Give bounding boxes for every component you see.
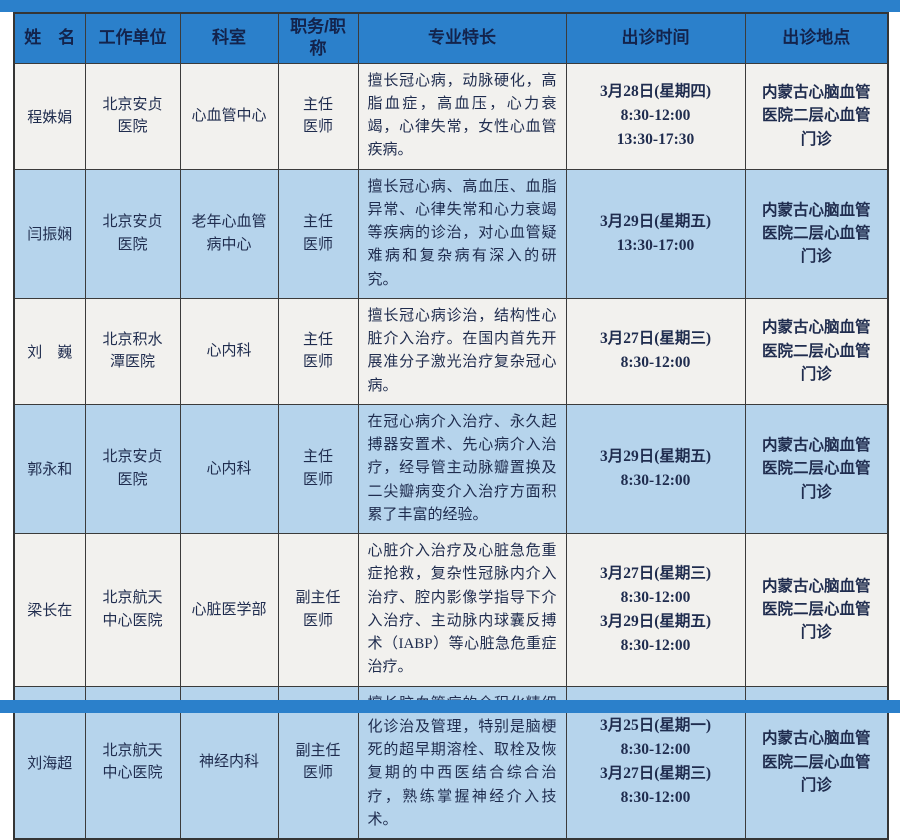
schedule: 3月27日(星期三) 8:30-12:00 — [565, 297, 746, 405]
col-header-specialty: 专业特长 — [357, 12, 567, 64]
department: 老年心血管 病中心 — [179, 168, 279, 299]
header-row: 姓 名 工作单位 科室 职务/职称 专业特长 出诊时间 出诊地点 — [13, 12, 889, 64]
schedule: 3月29日(星期五) 13:30-17:00 — [565, 168, 746, 299]
department: 心内科 — [179, 297, 279, 405]
location: 内蒙古心脑血管 医院二层心血管 门诊 — [744, 168, 889, 299]
hospital: 北京积水 潭医院 — [84, 297, 181, 405]
doctor-schedule-table: 姓 名 工作单位 科室 职务/职称 专业特长 出诊时间 出诊地点 程姝娟 北京安… — [13, 12, 889, 840]
schedule-line: 3月25日(星期一) — [599, 717, 712, 735]
location: 内蒙古心脑血管 医院二层心血管 门诊 — [744, 297, 889, 405]
schedule-line: 8:30-12:00 — [620, 471, 691, 489]
hospital: 北京安贞 医院 — [84, 168, 181, 299]
specialty: 在冠心病介入治疗、永久起搏器安置术、先心病介入治疗，经导管主动脉瓣置换及二尖瓣病… — [357, 403, 567, 535]
job-title: 主任 医师 — [277, 168, 359, 299]
col-header-schedule: 出诊时间 — [565, 12, 746, 64]
col-header-hospital: 工作单位 — [84, 12, 181, 64]
schedule-line: 13:30-17:30 — [616, 131, 695, 148]
job-title: 主任 医师 — [277, 62, 359, 170]
job-title: 主任 医师 — [277, 403, 359, 535]
col-header-department: 科室 — [179, 12, 279, 64]
schedule-line: 13:30-17:00 — [616, 236, 695, 254]
schedule: 3月29日(星期五) 8:30-12:00 — [565, 403, 746, 535]
table-row: 闫振娴 北京安贞 医院 老年心血管 病中心 主任 医师 擅长冠心病、高血压、血脂… — [13, 168, 889, 299]
specialty: 擅长冠心病、高血压、血脂异常、心律失常和心力衰竭等疾病的诊治，对心血管疑难病和复… — [357, 168, 567, 299]
department: 心血管中心 — [179, 62, 279, 170]
table-row: 郭永和 北京安贞 医院 心内科 主任 医师 在冠心病介入治疗、永久起搏器安置术、… — [13, 403, 889, 535]
schedule-line: 8:30-12:00 — [620, 741, 691, 759]
job-title: 主任 医师 — [277, 297, 359, 405]
schedule-line: 3月27日(星期三) — [599, 564, 712, 582]
doctor-name: 梁长在 — [13, 533, 86, 687]
schedule-line: 8:30-12:00 — [620, 354, 691, 372]
doctor-name: 刘 巍 — [13, 297, 86, 405]
location: 内蒙古心脑血管 医院二层心血管 门诊 — [744, 533, 889, 687]
bottom-band — [0, 700, 900, 713]
doctor-name: 程姝娟 — [13, 62, 86, 170]
table-row: 程姝娟 北京安贞 医院 心血管中心 主任 医师 擅长冠心病，动脉硬化，高脂血症，… — [13, 62, 889, 170]
schedule-line: 3月29日(星期五) — [599, 447, 712, 465]
col-header-title: 职务/职称 — [277, 12, 359, 64]
schedule-line: 3月27日(星期三) — [599, 765, 712, 783]
schedule: 3月28日(星期四) 8:30-12:00 13:30-17:30 — [565, 62, 746, 170]
hospital: 北京航天 中心医院 — [84, 533, 181, 687]
top-band — [0, 0, 900, 12]
schedule-line: 8:30-12:00 — [620, 106, 691, 124]
job-title: 副主任 医师 — [277, 533, 359, 687]
table-row: 刘 巍 北京积水 潭医院 心内科 主任 医师 擅长冠心病诊治，结构性心脏介入治疗… — [13, 297, 889, 405]
hospital: 北京安贞 医院 — [84, 403, 181, 535]
hospital: 北京安贞 医院 — [84, 62, 181, 170]
schedule-line: 3月28日(星期四) — [599, 82, 712, 100]
schedule-line: 8:30-12:00 — [620, 789, 691, 807]
location: 内蒙古心脑血管 医院二层心血管 门诊 — [744, 62, 889, 170]
schedule-line: 3月29日(星期五) — [599, 612, 712, 630]
doctor-name: 闫振娴 — [13, 168, 86, 299]
schedule-line: 3月27日(星期三) — [599, 330, 712, 348]
schedule-line: 8:30-12:00 — [620, 636, 691, 654]
doctor-name: 郭永和 — [13, 403, 86, 535]
table-row: 梁长在 北京航天 中心医院 心脏医学部 副主任 医师 心脏介入治疗及心脏急危重症… — [13, 533, 889, 687]
schedule: 3月27日(星期三) 8:30-12:00 3月29日(星期五) 8:30-12… — [565, 533, 746, 687]
schedule-line: 8:30-12:00 — [620, 588, 691, 606]
location: 内蒙古心脑血管 医院二层心血管 门诊 — [744, 403, 889, 535]
department: 心内科 — [179, 403, 279, 535]
col-header-name: 姓 名 — [13, 12, 86, 64]
specialty: 心脏介入治疗及心脏急危重症抢救，复杂性冠脉内介入治疗、腔内影像学指导下介入治疗、… — [357, 533, 567, 687]
specialty: 擅长冠心病，动脉硬化，高脂血症，高血压，心力衰竭，心律失常，女性心血管疾病。 — [357, 62, 567, 170]
col-header-location: 出诊地点 — [744, 12, 889, 64]
specialty: 擅长冠心病诊治，结构性心脏介入治疗。在国内首先开展准分子激光治疗复杂冠心病。 — [357, 297, 567, 405]
schedule-line: 3月29日(星期五) — [599, 212, 712, 230]
department: 心脏医学部 — [179, 533, 279, 687]
